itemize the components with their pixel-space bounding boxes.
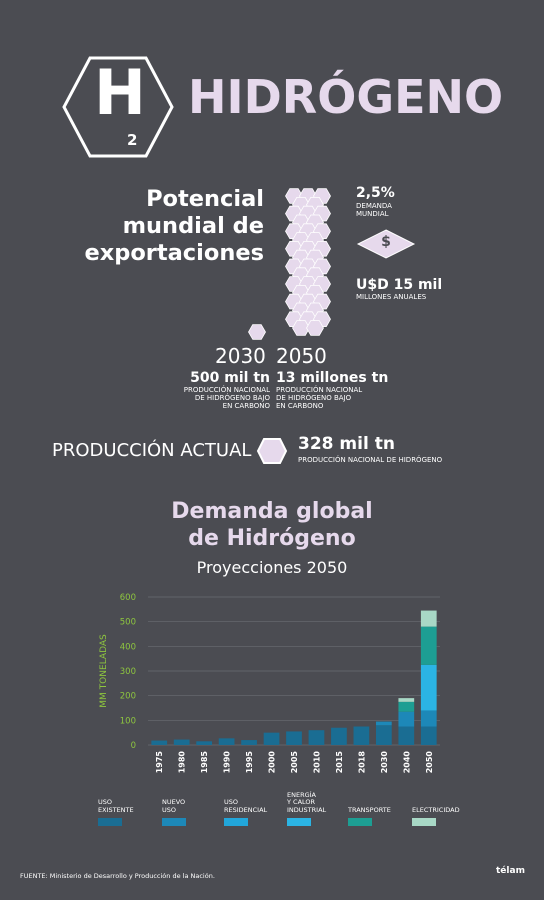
legend-label: ELECTRICIDAD <box>412 805 460 814</box>
demand-label: DEMANDA MUNDIAL <box>356 202 392 218</box>
bar-segment <box>353 726 370 745</box>
bar-segment <box>420 664 437 711</box>
bar-segment <box>375 725 392 745</box>
bar-segment <box>173 739 190 745</box>
bar-segment <box>196 741 213 745</box>
y-tick-label: 600 <box>120 593 136 603</box>
current-hexagon-icon <box>256 438 288 464</box>
y-tick-label: 300 <box>120 667 136 677</box>
legend-swatch <box>412 818 436 826</box>
legend-label: NUEVO USO <box>162 798 186 814</box>
bar-segment <box>331 727 347 745</box>
prod-2030-label-3: EN CARBONO <box>222 402 270 410</box>
x-tick-label: 1985 <box>200 751 209 774</box>
legend-swatch <box>224 818 248 826</box>
hexagon-cell-icon <box>248 324 266 340</box>
chart-subtitle: Proyecciones 2050 <box>196 558 348 577</box>
x-tick-label: 2015 <box>335 751 344 774</box>
y-tick-label: 400 <box>120 642 136 652</box>
x-tick-label: 1990 <box>223 751 232 774</box>
bar-segment <box>308 730 325 745</box>
y-tick-label: 500 <box>120 618 136 628</box>
y-axis-label: MM TONELADAS <box>99 634 109 708</box>
current-production-value: 328 mil tn <box>298 434 395 454</box>
x-tick-label: 2005 <box>290 751 299 774</box>
h-symbol: H <box>94 56 146 129</box>
y-tick-label: 0 <box>131 741 136 751</box>
legend-swatch <box>162 818 186 826</box>
legend-swatch <box>98 818 122 826</box>
legend-swatch <box>348 818 372 826</box>
legend-label: ENERGÍA Y CALOR INDUSTRIAL <box>287 790 327 814</box>
money-label: MILLONES ANUALES <box>356 293 427 301</box>
prod-2050-label-2: DE HIDRÓGENO BAJO <box>276 394 352 402</box>
bar-segment <box>241 740 257 745</box>
x-tick-label: 2010 <box>312 751 321 774</box>
legend-label: USO EXISTENTE <box>98 798 134 814</box>
money-value: U$D 15 mil <box>356 277 443 293</box>
bar-segment <box>398 701 415 712</box>
prod-2050-label-3: EN CARBONO <box>276 402 324 410</box>
bar-chart: 0 100 200 300 400 500 600 MM TONELADAS 1975 1980 1… <box>99 593 440 774</box>
x-tick-label: 2018 <box>357 751 366 774</box>
year-2030: 2030 <box>215 344 266 368</box>
dollar-diamond-icon <box>356 229 416 259</box>
x-tick-label: 1995 <box>245 751 254 774</box>
x-tick-label: 2050 <box>425 751 434 774</box>
telam-logo: télam <box>496 866 525 876</box>
bar-segment <box>398 698 415 702</box>
year-2050: 2050 <box>276 344 327 368</box>
x-tick-label: 2000 <box>268 751 277 774</box>
potential-heading: Potencial mundial de exportaciones <box>84 186 264 266</box>
x-tick-label: 1980 <box>178 751 187 774</box>
legend-swatch <box>287 818 311 826</box>
current-production-sub: PRODUCCIÓN NACIONAL DE HIDRÓGENO <box>298 456 443 464</box>
bar-segment <box>151 740 168 745</box>
hexagon-cell-icon <box>306 320 324 336</box>
source-note: FUENTE: Ministerio de Desarrollo y Produ… <box>20 872 215 880</box>
prod-2030-value: 500 mil tn <box>190 370 270 386</box>
prod-2050-label-1: PRODUCCIÓN NACIONAL <box>276 386 363 394</box>
bar-segment <box>420 626 437 665</box>
dollar-sign: $ <box>381 234 391 250</box>
legend-label: USO RESIDENCIAL <box>224 798 268 814</box>
x-tick-label: 1975 <box>155 751 164 774</box>
bar-segment <box>263 732 280 745</box>
hexagon-logo-icon <box>62 56 174 158</box>
chart-title-line-1: Demanda global <box>171 499 373 524</box>
chart-title-line-2: de Hidrógeno <box>188 526 356 551</box>
bar-segment <box>398 726 415 745</box>
h-subscript: 2 <box>127 131 138 149</box>
bar-segment <box>420 726 437 745</box>
bar-segment <box>286 731 302 745</box>
page-title: HIDRÓGENO <box>188 70 504 124</box>
prod-2030-label-2: DE HIDRÓGENO BAJO <box>194 394 270 402</box>
y-tick-label: 200 <box>120 692 136 702</box>
bar-segment <box>218 738 235 745</box>
x-tick-label: 2030 <box>380 751 389 774</box>
chart-title: Demanda global de Hidrógeno <box>0 498 544 552</box>
bar-segment <box>398 711 415 727</box>
bar-segment <box>420 610 437 627</box>
current-production-label: PRODUCCIÓN ACTUAL <box>52 440 252 461</box>
bar-segment <box>375 721 392 726</box>
x-tick-label: 2040 <box>402 751 411 774</box>
hexagon-cell-icon <box>292 320 310 336</box>
prod-2050-value: 13 millones tn <box>276 370 389 386</box>
hexagon-grid-icon <box>248 188 331 340</box>
legend-label: TRANSPORTE <box>348 805 391 814</box>
demand-value: 2,5% <box>356 185 395 201</box>
prod-2030-label-1: PRODUCCIÓN NACIONAL <box>183 386 270 394</box>
y-tick-label: 100 <box>120 716 136 726</box>
bar-segment <box>420 710 437 727</box>
